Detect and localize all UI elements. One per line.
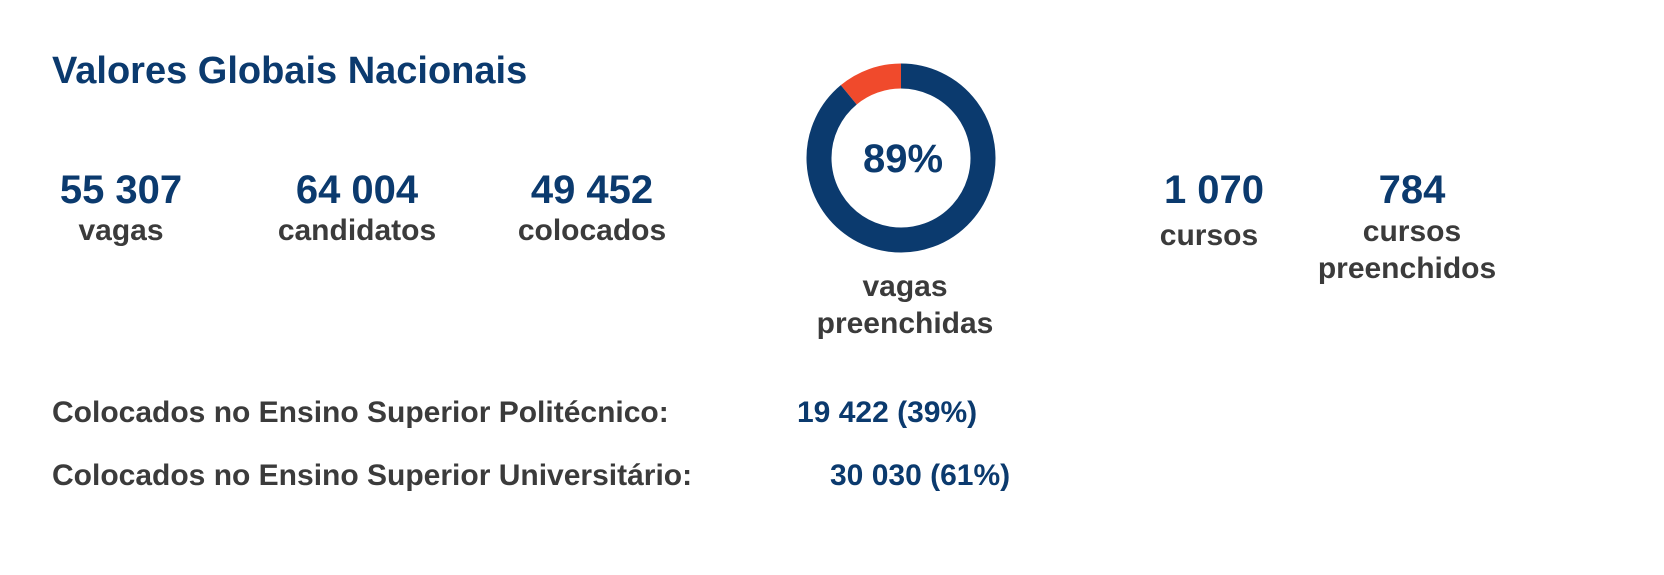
title: Valores Globais Nacionais (52, 50, 527, 92)
stat-label: colocados (518, 214, 666, 247)
breakdown-label: Colocados no Ensino Superior Politécnico… (52, 396, 669, 429)
stat-label: cursos (1160, 219, 1258, 252)
stat-label: vagas (78, 214, 163, 247)
stat-value: 1 070 (1164, 168, 1264, 212)
breakdown-value: 30 030 (61%) (830, 459, 1010, 492)
stat-label: cursos (1363, 215, 1461, 248)
donut-caption: vagas (862, 270, 947, 303)
donut-chart (806, 63, 996, 253)
stat-value: 784 (1379, 168, 1446, 212)
breakdown-label: Colocados no Ensino Superior Universitár… (52, 459, 692, 492)
stat-value: 49 452 (531, 168, 653, 212)
donut-value-label: 89% (863, 137, 943, 181)
stat-value: 55 307 (60, 168, 182, 212)
donut-caption: preenchidas (817, 307, 994, 340)
stat-value: 64 004 (296, 168, 419, 212)
donut-arc (806, 63, 996, 253)
stat-label: candidatos (278, 214, 436, 247)
stat-label: preenchidos (1318, 252, 1496, 285)
donut-remainder (840, 63, 902, 105)
breakdown-value: 19 422 (39%) (797, 396, 977, 429)
